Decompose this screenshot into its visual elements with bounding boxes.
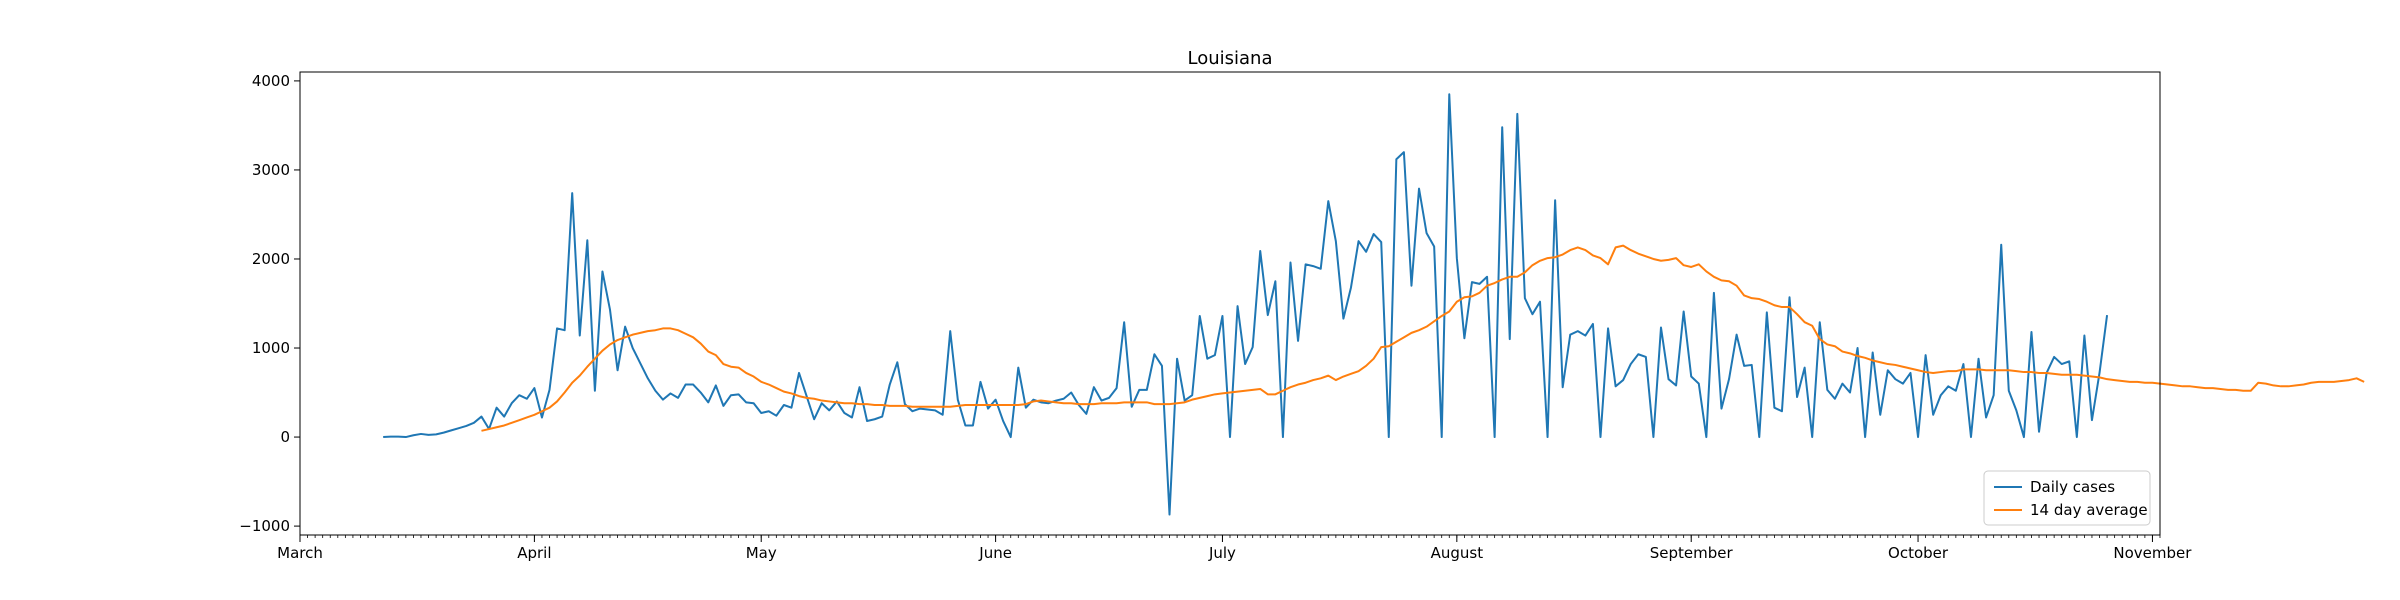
series-line-daily-cases xyxy=(383,93,2109,516)
chart-title: Louisiana xyxy=(1188,48,1273,69)
x-tick-label: November xyxy=(2113,544,2192,562)
y-tick-label: −1000 xyxy=(239,517,290,535)
legend-box xyxy=(1983,470,2151,526)
series-line-fourteen-day-average xyxy=(481,244,2365,432)
y-axis: −1000 0 1000 2000 3000 4000 xyxy=(239,72,300,535)
x-tick-label: September xyxy=(1650,544,1734,562)
x-tick-label: March xyxy=(277,544,323,562)
legend-label: 14 day average xyxy=(2030,501,2148,519)
plot-frame xyxy=(299,71,2161,536)
x-tick-label: August xyxy=(1431,544,1484,562)
y-tick-label: 3000 xyxy=(252,161,290,179)
legend: Daily cases 14 day average xyxy=(1983,470,2151,526)
x-tick-label: April xyxy=(517,544,551,562)
legend-label: Daily cases xyxy=(2030,478,2115,496)
y-tick-label: 2000 xyxy=(252,250,290,268)
y-tick-label: 0 xyxy=(280,428,290,446)
series-layer xyxy=(383,93,2365,516)
x-tick-label: July xyxy=(1208,544,1236,562)
x-tick-label: May xyxy=(746,544,777,562)
x-tick-label: October xyxy=(1888,544,1949,562)
x-axis: March April May June July August September Octo… xyxy=(277,535,2192,562)
y-tick-label: 1000 xyxy=(252,339,290,357)
x-tick-label: June xyxy=(978,544,1012,562)
y-tick-label: 4000 xyxy=(252,72,290,90)
